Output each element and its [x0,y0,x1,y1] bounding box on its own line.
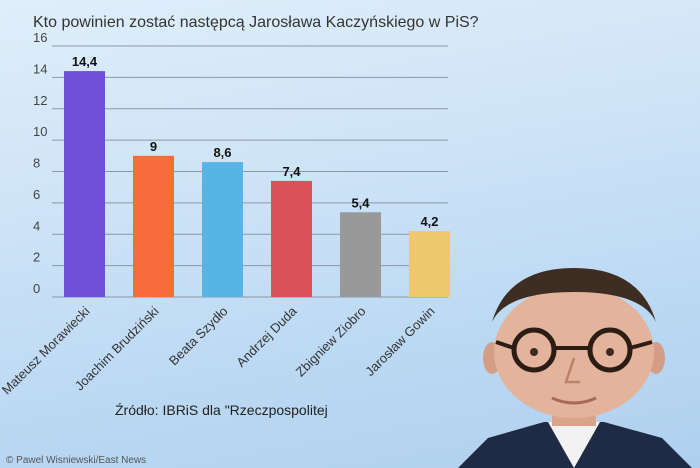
data-label-layer: 14,4 9 8,6 7,4 5,4 4,2 [72,54,439,229]
y-tick-label: 6 [33,187,40,202]
chart-title: Kto powinien zostać następcą Jarosława K… [33,14,479,31]
y-tick-label: 8 [33,156,40,171]
y-tick-label: 2 [33,250,40,265]
y-tick-label: 14 [33,61,47,76]
bar [64,71,105,297]
bar-layer [64,71,450,297]
data-label: 4,2 [420,214,438,229]
data-label: 5,4 [351,195,370,210]
source-note: Źródło: IBRiS dla "Rzeczpospolitej [115,402,328,418]
y-tick-label: 10 [33,124,47,139]
bar [340,212,381,297]
bar [202,162,243,297]
bar [133,155,174,297]
y-tick-label: 16 [33,30,47,45]
y-tick-label: 0 [33,281,40,296]
bar [271,180,312,297]
y-tick-label: 12 [33,93,47,108]
data-label: 7,4 [282,164,301,179]
bar [409,231,450,297]
photo-credit: © Pawel Wisniewski/East News [6,455,147,466]
x-tick-label: Zbigniew Ziobro [293,304,369,380]
y-tick-layer: 0 2 4 6 8 10 12 14 16 [33,30,47,296]
x-tick-label: Beata Szydło [166,304,231,369]
data-label: 8,6 [213,145,231,160]
politician-photo [458,268,692,468]
x-tick-label: Andrzej Duda [233,303,300,370]
x-tick-label: Jarosław Gowin [362,304,437,379]
data-label: 9 [150,139,157,154]
y-tick-label: 4 [33,218,40,233]
grid-layer [52,45,448,298]
data-label: 14,4 [72,54,98,69]
